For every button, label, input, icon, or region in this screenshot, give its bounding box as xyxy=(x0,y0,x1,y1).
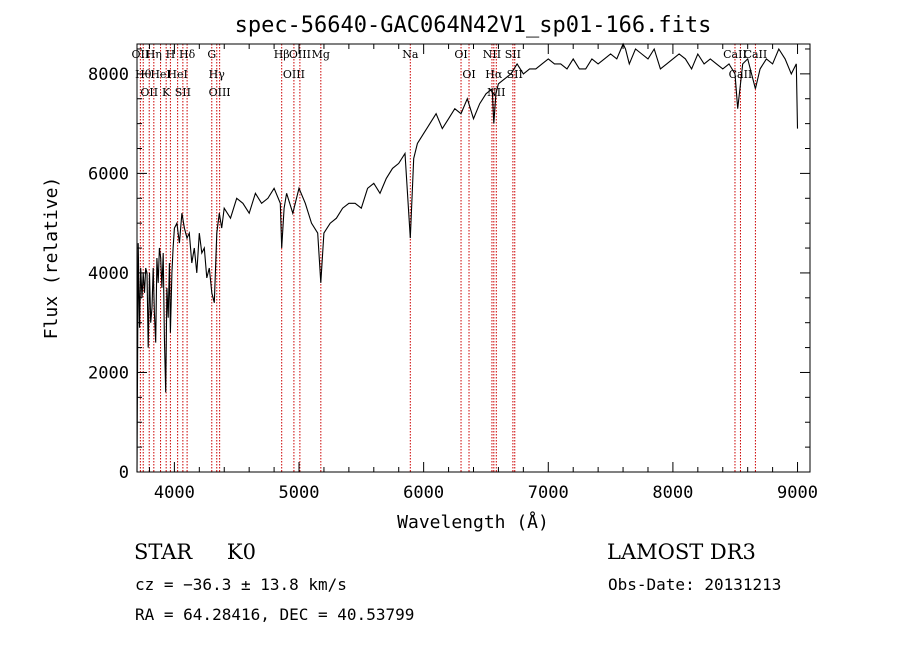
line-label-16: Mg xyxy=(312,48,330,61)
coordinates-label: RA = 64.28416, DEC = 40.53799 xyxy=(135,605,415,624)
x-tick-label-3: 7000 xyxy=(528,483,569,503)
object-class: STAR K0 xyxy=(134,540,256,564)
x-tick-label-4: 8000 xyxy=(652,483,693,503)
line-label-0: OII xyxy=(132,48,150,61)
line-label-5: K xyxy=(162,86,171,99)
survey-label: LAMOST DR3 xyxy=(607,540,756,564)
line-label-12: OIII xyxy=(209,86,231,99)
y-tick-label-3: 6000 xyxy=(88,164,129,184)
x-tick-label-2: 6000 xyxy=(403,483,444,503)
x-axis: 4000 5000 6000 7000 8000 9000 xyxy=(148,44,818,503)
line-label-24: SII xyxy=(507,68,523,81)
line-label-18: OI xyxy=(454,48,467,61)
line-label-1: Hθ xyxy=(135,68,152,81)
line-label-19: OI xyxy=(462,68,475,81)
y-tick-label-4: 8000 xyxy=(88,65,129,85)
line-label-8: SII xyxy=(175,86,191,99)
subclass-label: K0 xyxy=(226,540,256,564)
x-tick-label-0: 4000 xyxy=(154,483,195,503)
line-label-23: SII xyxy=(505,48,521,61)
x-tick-label-1: 5000 xyxy=(279,483,320,503)
x-axis-label: Wavelength (Å) xyxy=(397,511,549,533)
line-label-3: Hη xyxy=(146,48,162,61)
y-axis: 0 2000 4000 6000 8000 xyxy=(88,48,810,483)
spectrum-line xyxy=(136,42,799,473)
x-tick-label-5: 9000 xyxy=(777,483,818,503)
emission-lines xyxy=(139,44,756,472)
line-label-17: Na xyxy=(402,48,419,61)
line-label-15: OIII xyxy=(289,48,311,61)
redshift-label: cz = −36.3 ± 13.8 km/s xyxy=(135,575,347,594)
y-tick-label-1: 2000 xyxy=(88,363,129,383)
line-label-25: CaII xyxy=(723,48,747,61)
line-label-9: Hδ xyxy=(179,48,196,61)
chart-title: spec-56640-GAC064N42V1_sp01-166.fits xyxy=(235,13,712,38)
line-label-11: Hγ xyxy=(209,68,226,81)
line-label-2: OII xyxy=(140,86,158,99)
line-label-26: CaII xyxy=(729,68,753,81)
y-axis-label: Flux (relative) xyxy=(41,177,62,340)
line-label-10: G xyxy=(207,48,216,61)
line-label-21: Hα xyxy=(485,68,503,81)
line-label-13: Hβ xyxy=(274,48,290,61)
plot-frame xyxy=(136,43,811,473)
class-label: STAR xyxy=(134,540,193,564)
obs-date-label: Obs-Date: 20131213 xyxy=(608,575,782,594)
y-tick-label-0: 0 xyxy=(119,463,129,483)
line-label-4: HeI xyxy=(150,68,170,81)
y-tick-label-2: 4000 xyxy=(88,264,129,284)
line-label-27: CaII xyxy=(744,48,768,61)
line-label-14: OIII xyxy=(283,68,305,81)
line-label-7: HeI xyxy=(167,68,187,81)
line-label-20: NII xyxy=(483,48,501,61)
line-label-6: H xyxy=(166,48,176,61)
